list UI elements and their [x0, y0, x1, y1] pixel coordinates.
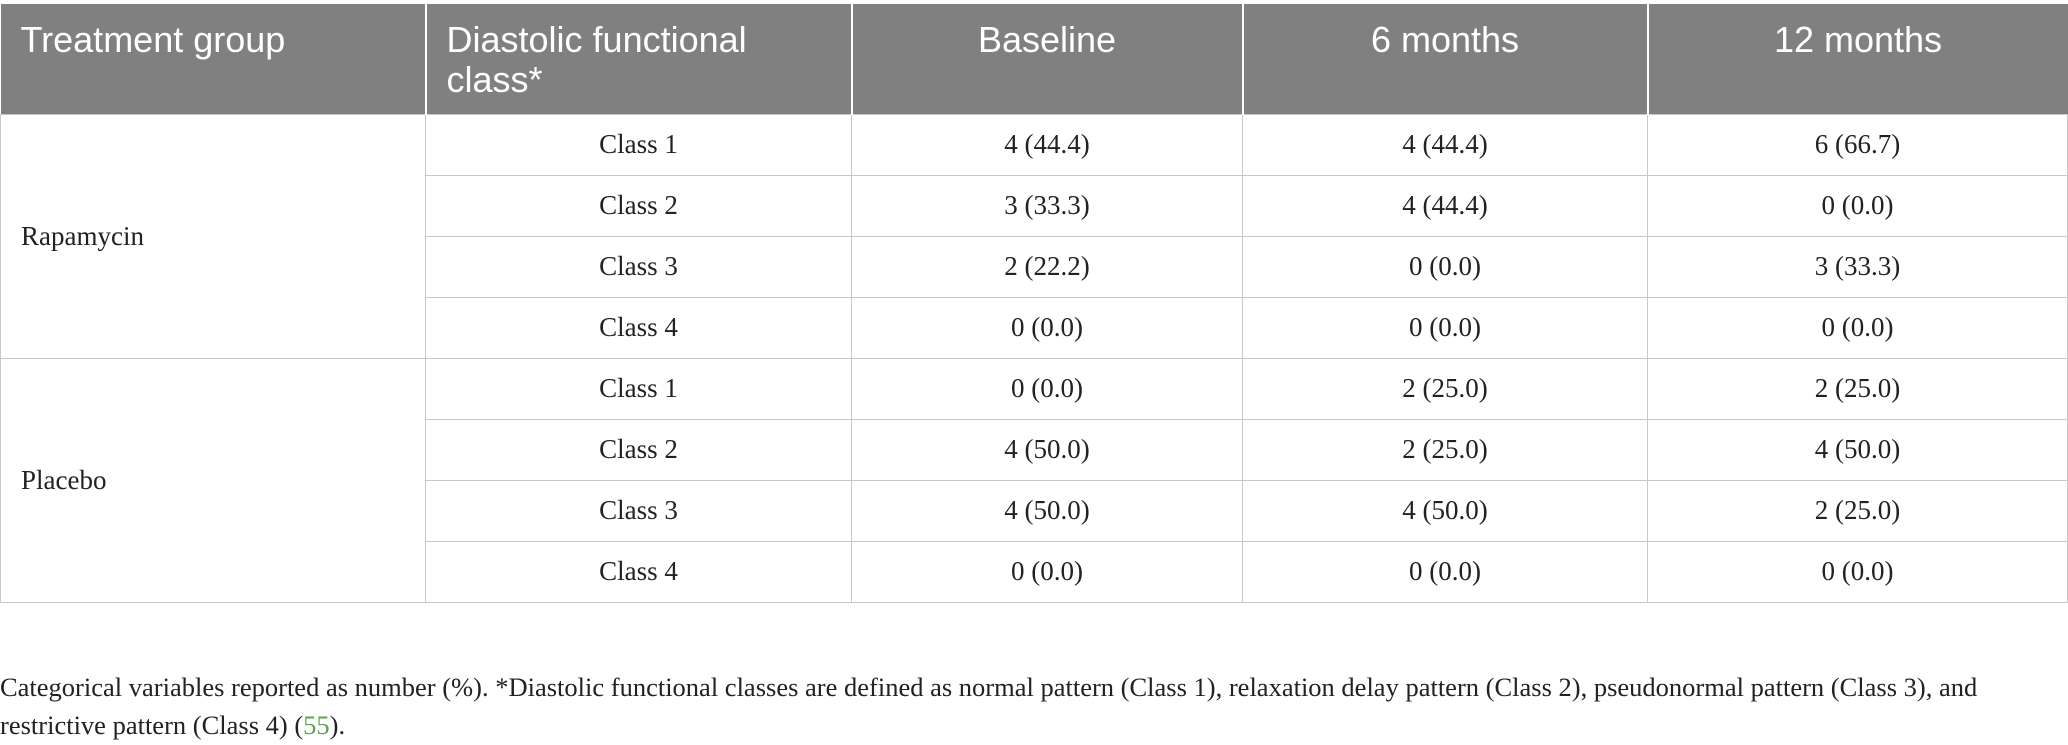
month-6-cell: 2 (25.0) — [1242, 418, 1648, 481]
month-12-cell: 3 (33.3) — [1647, 235, 2068, 298]
baseline-cell: 2 (22.2) — [851, 235, 1243, 298]
class-cell: Class 3 — [425, 479, 852, 542]
header-diastolic-class: Diastolic functional class* — [425, 4, 853, 114]
class-cell: Class 2 — [425, 418, 852, 481]
table-footnote: Categorical variables reported as number… — [0, 668, 2060, 744]
table-header: Treatment group Diastolic functional cla… — [0, 4, 2068, 114]
header-row: Treatment group Diastolic functional cla… — [0, 4, 2068, 114]
baseline-cell: 4 (50.0) — [851, 479, 1243, 542]
month-12-cell: 6 (66.7) — [1647, 113, 2068, 176]
table-row: Class 3 4 (50.0) 4 (50.0) 2 (25.0) — [1, 479, 2068, 542]
month-12-cell: 2 (25.0) — [1647, 479, 2068, 542]
baseline-cell: 0 (0.0) — [851, 357, 1243, 420]
baseline-cell: 4 (50.0) — [851, 418, 1243, 481]
group-label-rapamycin: Rapamycin — [0, 113, 426, 359]
month-6-cell: 0 (0.0) — [1242, 235, 1648, 298]
class-cell: Class 4 — [425, 296, 852, 359]
baseline-cell: 0 (0.0) — [851, 296, 1243, 359]
table-row: Rapamycin Class 1 4 (44.4) 4 (44.4) 6 (6… — [0, 113, 2068, 359]
month-12-cell: 4 (50.0) — [1647, 418, 2068, 481]
class-cell: Class 3 — [425, 235, 852, 298]
results-table-container: Treatment group Diastolic functional cla… — [0, 4, 2068, 603]
footnote-text: Categorical variables reported as number… — [0, 672, 1978, 740]
month-12-cell: 0 (0.0) — [1647, 540, 2068, 603]
table-row: Placebo Class 1 0 (0.0) 2 (25.0) 2 (25.0… — [0, 357, 2068, 603]
baseline-cell: 3 (33.3) — [851, 174, 1243, 237]
month-6-cell: 2 (25.0) — [1242, 357, 1648, 420]
table-row: Class 4 0 (0.0) 0 (0.0) 0 (0.0) — [1, 296, 2068, 359]
month-6-cell: 0 (0.0) — [1242, 540, 1648, 603]
baseline-cell: 0 (0.0) — [851, 540, 1243, 603]
header-treatment-group: Treatment group — [0, 4, 427, 114]
month-6-cell: 0 (0.0) — [1242, 296, 1648, 359]
month-6-cell: 4 (44.4) — [1242, 113, 1648, 176]
header-12-months: 12 months — [1647, 4, 2068, 114]
month-12-cell: 0 (0.0) — [1647, 174, 2068, 237]
month-6-cell: 4 (44.4) — [1242, 174, 1648, 237]
class-cell: Class 1 — [425, 113, 852, 176]
header-baseline: Baseline — [851, 4, 1244, 114]
diastolic-class-table: Treatment group Diastolic functional cla… — [0, 4, 2068, 603]
reference-link[interactable]: 55 — [303, 710, 330, 740]
month-12-cell: 0 (0.0) — [1647, 296, 2068, 359]
month-12-cell: 2 (25.0) — [1647, 357, 2068, 420]
table-body: Rapamycin Class 1 4 (44.4) 4 (44.4) 6 (6… — [0, 113, 2068, 603]
table-row: Class 2 4 (50.0) 2 (25.0) 4 (50.0) — [1, 418, 2068, 481]
baseline-cell: 4 (44.4) — [851, 113, 1243, 176]
header-6-months: 6 months — [1242, 4, 1649, 114]
table-row: Class 4 0 (0.0) 0 (0.0) 0 (0.0) — [1, 540, 2068, 603]
class-cell: Class 2 — [425, 174, 852, 237]
class-cell: Class 4 — [425, 540, 852, 603]
month-6-cell: 4 (50.0) — [1242, 479, 1648, 542]
class-cell: Class 1 — [425, 357, 852, 420]
footnote-tail: ). — [329, 710, 346, 740]
group-label-placebo: Placebo — [0, 357, 426, 603]
